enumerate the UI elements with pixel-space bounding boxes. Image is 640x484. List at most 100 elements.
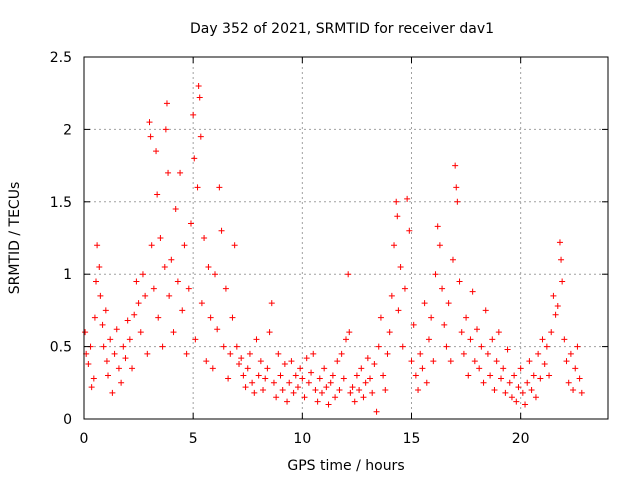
data-point bbox=[327, 379, 334, 386]
data-point bbox=[537, 375, 544, 382]
data-point bbox=[554, 303, 561, 310]
data-point bbox=[321, 365, 328, 372]
data-point bbox=[565, 379, 572, 386]
data-point bbox=[238, 355, 245, 362]
data-point bbox=[449, 256, 456, 263]
data-point bbox=[209, 365, 216, 372]
data-point bbox=[364, 355, 371, 362]
plot-frame bbox=[83, 56, 609, 420]
data-point bbox=[369, 389, 376, 396]
x-axis-label: GPS time / hours bbox=[287, 458, 404, 474]
data-point bbox=[179, 307, 186, 314]
grid-lines bbox=[84, 57, 608, 419]
data-point bbox=[345, 271, 352, 278]
data-point bbox=[281, 360, 288, 367]
data-point bbox=[550, 292, 557, 299]
data-point bbox=[454, 198, 461, 205]
data-point bbox=[443, 343, 450, 350]
data-point bbox=[522, 401, 529, 408]
x-tick-label: 5 bbox=[189, 431, 198, 447]
data-point bbox=[203, 358, 210, 365]
data-point bbox=[187, 220, 194, 227]
data-point bbox=[474, 326, 480, 333]
data-point bbox=[251, 389, 258, 396]
data-point bbox=[504, 346, 511, 353]
data-point bbox=[478, 343, 485, 350]
data-point bbox=[314, 398, 321, 405]
data-point bbox=[163, 100, 170, 107]
data-point bbox=[530, 372, 537, 379]
data-point bbox=[467, 336, 474, 343]
data-point bbox=[445, 300, 452, 307]
data-point bbox=[216, 184, 223, 191]
data-point bbox=[360, 394, 367, 401]
y-tick-label: 2.5 bbox=[50, 50, 72, 66]
data-point bbox=[246, 350, 253, 357]
data-point bbox=[168, 256, 175, 263]
data-point bbox=[262, 375, 269, 382]
data-point bbox=[118, 379, 125, 386]
y-tick-label: 1 bbox=[63, 267, 72, 283]
data-point bbox=[155, 314, 162, 321]
data-point bbox=[489, 336, 496, 343]
data-point bbox=[192, 336, 199, 343]
data-point bbox=[358, 365, 365, 372]
data-point bbox=[528, 387, 535, 394]
data-point bbox=[447, 358, 454, 365]
data-point bbox=[91, 314, 98, 321]
data-point bbox=[567, 350, 574, 357]
data-point bbox=[94, 242, 101, 249]
data-point bbox=[146, 119, 153, 126]
data-point bbox=[286, 379, 293, 386]
data-point bbox=[273, 394, 280, 401]
data-point bbox=[253, 336, 260, 343]
x-tick-label: 15 bbox=[403, 431, 421, 447]
data-point bbox=[371, 360, 378, 367]
data-point bbox=[236, 360, 243, 367]
data-point bbox=[185, 285, 192, 292]
axis-ticks: 0 5 10 15 20 0 0.5 1 1.5 2 2.5 bbox=[50, 50, 608, 447]
data-point bbox=[524, 379, 531, 386]
data-point bbox=[318, 389, 325, 396]
data-point bbox=[561, 336, 568, 343]
data-point bbox=[124, 317, 131, 324]
y-tick-label: 2 bbox=[63, 122, 72, 138]
chart-title: Day 352 of 2021, SRMTID for receiver dav… bbox=[190, 21, 494, 37]
data-point bbox=[288, 358, 295, 365]
data-point bbox=[428, 314, 435, 321]
data-point bbox=[229, 314, 236, 321]
data-point bbox=[292, 372, 299, 379]
data-point bbox=[382, 387, 389, 394]
data-point bbox=[406, 227, 413, 234]
data-point bbox=[456, 278, 463, 285]
data-point bbox=[275, 350, 282, 357]
data-point bbox=[508, 394, 515, 401]
data-point bbox=[471, 358, 478, 365]
data-point bbox=[115, 365, 122, 372]
data-point bbox=[131, 311, 138, 318]
data-point bbox=[384, 350, 391, 357]
data-point bbox=[480, 379, 487, 386]
data-point bbox=[174, 278, 181, 285]
data-point bbox=[484, 350, 491, 357]
data-point bbox=[367, 375, 374, 382]
data-point bbox=[225, 375, 232, 382]
data-point bbox=[170, 329, 177, 336]
data-point bbox=[195, 82, 202, 89]
data-point bbox=[290, 389, 297, 396]
data-point bbox=[107, 336, 114, 343]
data-point bbox=[343, 336, 349, 343]
data-point bbox=[144, 350, 151, 357]
data-point bbox=[329, 372, 336, 379]
data-point bbox=[397, 263, 404, 270]
data-point bbox=[93, 278, 100, 285]
data-point bbox=[460, 350, 467, 357]
data-point bbox=[430, 358, 437, 365]
data-point bbox=[231, 242, 238, 249]
data-point bbox=[294, 384, 301, 391]
y-tick-label: 0.5 bbox=[50, 340, 72, 356]
data-point bbox=[380, 372, 387, 379]
data-point bbox=[336, 387, 343, 394]
